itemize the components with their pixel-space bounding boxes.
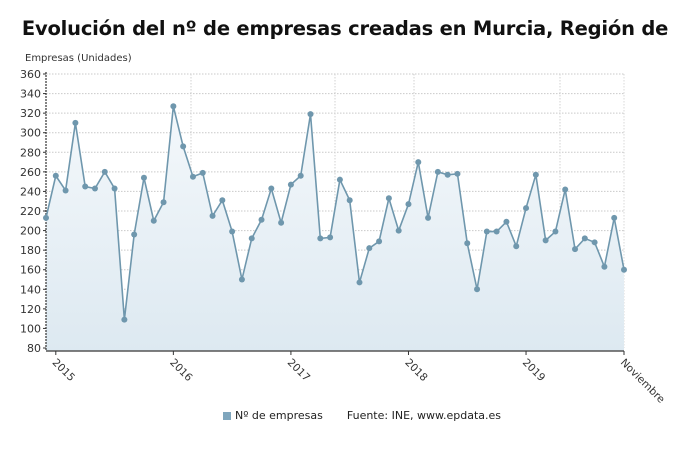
data-point[interactable] — [356, 279, 363, 286]
y-tick-label: 160 — [20, 264, 41, 277]
data-point[interactable] — [317, 235, 324, 242]
data-point[interactable] — [199, 169, 206, 176]
data-point[interactable] — [180, 143, 187, 150]
data-point[interactable] — [170, 103, 177, 110]
data-point[interactable] — [131, 231, 138, 238]
data-point[interactable] — [229, 228, 236, 235]
data-point[interactable] — [523, 205, 530, 212]
data-point[interactable] — [415, 159, 422, 166]
data-point[interactable] — [140, 174, 147, 181]
series-line — [45, 106, 625, 320]
y-tick-label: 80 — [27, 342, 41, 355]
data-series — [43, 103, 627, 323]
y-tick-label: 340 — [20, 88, 41, 101]
data-point[interactable] — [62, 187, 69, 194]
data-point[interactable] — [219, 197, 226, 204]
data-point[interactable] — [425, 214, 432, 221]
data-point[interactable] — [542, 237, 549, 244]
y-tick-label: 100 — [20, 322, 41, 335]
data-point[interactable] — [591, 239, 598, 246]
x-tick-label: 2017 — [285, 357, 312, 384]
legend-swatch-icon — [223, 411, 231, 420]
data-point[interactable] — [101, 168, 108, 175]
data-point[interactable] — [493, 228, 500, 235]
y-tick-label: 320 — [20, 107, 41, 120]
data-point[interactable] — [287, 181, 294, 188]
data-point[interactable] — [395, 227, 402, 234]
data-point[interactable] — [52, 172, 59, 179]
y-tick-label: 220 — [20, 205, 41, 218]
chart-title: Evolución del nº de empresas creadas en … — [21, 17, 669, 40]
data-point[interactable] — [464, 240, 471, 247]
y-tick-label: 280 — [20, 146, 41, 159]
data-point[interactable] — [532, 171, 539, 178]
data-point[interactable] — [601, 263, 608, 270]
data-point[interactable] — [327, 234, 334, 241]
y-tick-label: 140 — [20, 283, 41, 296]
data-point[interactable] — [150, 217, 157, 224]
data-point[interactable] — [474, 286, 481, 293]
y-tick-label: 360 — [20, 68, 41, 81]
y-tick-label: 200 — [20, 225, 41, 238]
y-axis-title: Empresas (Unidades) — [25, 53, 132, 64]
data-point[interactable] — [82, 183, 89, 190]
data-point[interactable] — [366, 245, 373, 252]
y-tick-label: 180 — [20, 244, 41, 257]
data-point[interactable] — [376, 238, 383, 245]
y-tick-label: 240 — [20, 185, 41, 198]
data-point[interactable] — [278, 219, 285, 226]
data-point[interactable] — [621, 266, 627, 273]
data-point[interactable] — [238, 276, 245, 283]
data-point[interactable] — [111, 185, 118, 192]
data-point[interactable] — [209, 212, 216, 219]
data-point[interactable] — [248, 235, 255, 242]
x-tick-label: 2015 — [50, 357, 77, 384]
data-point[interactable] — [307, 111, 314, 118]
data-point[interactable] — [121, 316, 128, 323]
data-point[interactable] — [43, 214, 49, 221]
x-tick-label: 2016 — [167, 357, 195, 385]
data-point[interactable] — [483, 228, 490, 235]
data-point[interactable] — [503, 218, 510, 225]
data-point[interactable] — [385, 195, 392, 202]
data-point[interactable] — [405, 201, 412, 208]
legend: Nº de empresas Fuente: INE, www.epdata.e… — [223, 409, 501, 422]
data-point[interactable] — [160, 199, 167, 206]
data-point[interactable] — [297, 172, 304, 179]
data-point[interactable] — [336, 176, 343, 183]
data-point[interactable] — [189, 173, 196, 180]
data-point[interactable] — [258, 216, 265, 223]
data-point[interactable] — [513, 243, 520, 250]
y-tick-label: 260 — [20, 166, 41, 179]
data-point[interactable] — [552, 228, 559, 235]
data-point[interactable] — [611, 214, 618, 221]
data-point[interactable] — [91, 185, 98, 192]
data-point[interactable] — [434, 168, 441, 175]
legend-series-label[interactable]: Nº de empresas — [235, 409, 323, 422]
y-tick-label: 300 — [20, 127, 41, 140]
axes — [43, 72, 625, 355]
data-point[interactable] — [454, 170, 461, 177]
data-point[interactable] — [581, 235, 588, 242]
data-point[interactable] — [72, 119, 79, 126]
data-point[interactable] — [268, 185, 275, 192]
data-point[interactable] — [444, 171, 451, 178]
x-tick-label: Noviembre — [618, 357, 667, 406]
source-note: Fuente: INE, www.epdata.es — [346, 409, 502, 422]
y-tick-label: 120 — [20, 303, 41, 316]
area-fill — [46, 106, 624, 352]
data-point[interactable] — [346, 197, 353, 204]
x-tick-label: 2018 — [402, 357, 429, 384]
data-point[interactable] — [562, 186, 569, 193]
x-tick-label: 2019 — [520, 357, 547, 384]
data-point[interactable] — [572, 246, 579, 253]
